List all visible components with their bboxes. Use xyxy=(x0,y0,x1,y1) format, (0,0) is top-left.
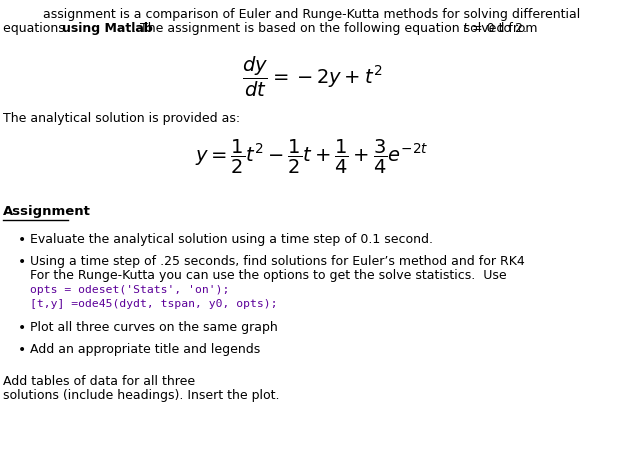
Text: . The assignment is based on the following equation solved from: . The assignment is based on the followi… xyxy=(132,22,541,35)
Text: •: • xyxy=(18,255,26,269)
Text: Assignment: Assignment xyxy=(3,205,91,218)
Text: solutions (include headings). Insert the plot.: solutions (include headings). Insert the… xyxy=(3,389,279,402)
Text: •: • xyxy=(18,321,26,335)
Text: [t,y] =ode45(dydt, tspan, y0, opts);: [t,y] =ode45(dydt, tspan, y0, opts); xyxy=(30,299,278,309)
Text: •: • xyxy=(18,343,26,357)
Text: using Matlab: using Matlab xyxy=(62,22,152,35)
Text: $y = \dfrac{1}{2}t^2 - \dfrac{1}{2}t + \dfrac{1}{4} + \dfrac{3}{4}e^{-2t}$: $y = \dfrac{1}{2}t^2 - \dfrac{1}{2}t + \… xyxy=(195,138,429,176)
Text: Evaluate the analytical solution using a time step of 0.1 second.: Evaluate the analytical solution using a… xyxy=(30,233,433,246)
Text: opts = odeset('Stats', 'on');: opts = odeset('Stats', 'on'); xyxy=(30,285,229,295)
Text: Add an appropriate title and legends: Add an appropriate title and legends xyxy=(30,343,260,356)
Text: Using a time step of .25 seconds, find solutions for Euler’s method and for RK4: Using a time step of .25 seconds, find s… xyxy=(30,255,525,268)
Text: assignment is a comparison of Euler and Runge-Kutta methods for solving differen: assignment is a comparison of Euler and … xyxy=(43,8,581,21)
Text: = 0 to 2.: = 0 to 2. xyxy=(468,22,527,35)
Text: For the Runge-Kutta you can use the options to get the solve statistics.  Use: For the Runge-Kutta you can use the opti… xyxy=(30,269,507,282)
Text: t: t xyxy=(462,22,467,35)
Text: •: • xyxy=(18,233,26,247)
Text: equations: equations xyxy=(3,22,69,35)
Text: $\dfrac{dy}{dt} = -2y + t^2$: $\dfrac{dy}{dt} = -2y + t^2$ xyxy=(242,55,382,99)
Text: Plot all three curves on the same graph: Plot all three curves on the same graph xyxy=(30,321,278,334)
Text: The analytical solution is provided as:: The analytical solution is provided as: xyxy=(3,112,240,125)
Text: Add tables of data for all three: Add tables of data for all three xyxy=(3,375,195,388)
